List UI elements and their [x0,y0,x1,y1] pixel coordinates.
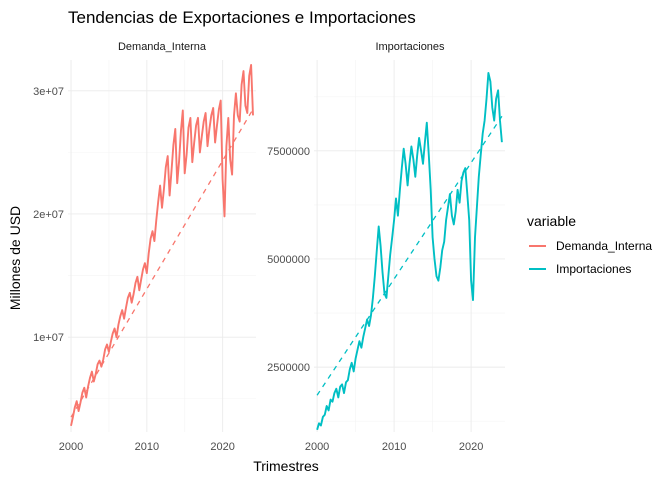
facet-importaciones: Importaciones 2000 2010 2020 2500000 5000000… [267,41,505,453]
y-tick-label: 2e+07 [33,209,64,221]
legend-label-demanda-interna: Demanda_Interna [556,239,652,253]
facet-strip-label: Importaciones [375,41,445,53]
x-tick-label: 2020 [459,441,483,453]
series-line-demanda-interna [70,63,254,427]
y-tick-label: 7500000 [267,146,310,158]
legend: variable Demanda_Interna Importaciones [527,213,652,276]
y-tick-label: 5000000 [267,254,310,266]
y-axis-title: Millones de USD [7,206,23,310]
series-line-importaciones [316,72,503,431]
chart-title: Tendencias de Exportaciones e Importacio… [68,8,416,27]
x-tick-label: 2010 [135,441,159,453]
y-tick-label: 3e+07 [33,86,64,98]
legend-title: variable [527,213,576,229]
x-axis-title: Trimestres [253,458,319,474]
legend-label-importaciones: Importaciones [556,262,631,276]
facet-demanda-interna: Demanda_Interna 2000 2010 2020 1e+07 2e+07 3e… [33,41,256,453]
y-tick-label: 2500000 [267,362,310,374]
x-tick-label: 2000 [59,441,83,453]
x-tick-label: 2000 [305,441,329,453]
x-tick-label: 2010 [382,441,406,453]
facet-strip-label: Demanda_Interna [118,41,207,53]
y-tick-label: 1e+07 [33,332,64,344]
x-tick-label: 2020 [210,441,234,453]
